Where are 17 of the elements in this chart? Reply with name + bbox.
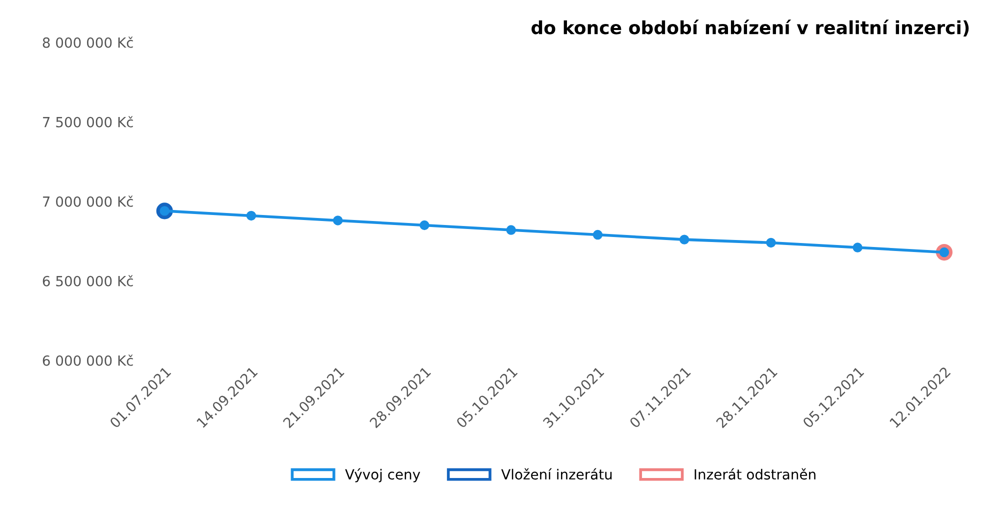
legend-label: Vývoj ceny — [345, 468, 420, 482]
point — [332, 216, 343, 226]
chart-title: do konce období nabízení v realitní inzerci) — [532, 20, 969, 36]
point — [679, 234, 690, 244]
point — [852, 242, 862, 252]
point — [246, 210, 256, 221]
point — [420, 220, 430, 230]
y-tick-label: 7 000 000 Kč — [43, 196, 133, 207]
point — [592, 230, 603, 240]
legend-label: Vložení inzerátu — [501, 468, 612, 480]
point — [506, 225, 516, 235]
y-tick-label: 7 500 000 Kč — [43, 116, 133, 128]
legend-label: Inzerát odstraněn — [694, 468, 816, 480]
y-tick-label: 8 000 000 Kč — [42, 36, 133, 48]
point — [766, 238, 776, 248]
y-tick-label: 6 000 000 Kč — [42, 354, 133, 366]
y-tick-label: 6 500 000 Kč — [42, 275, 133, 286]
